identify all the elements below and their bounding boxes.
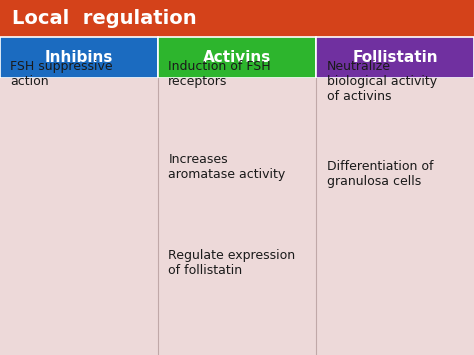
Text: Increases
aromatase activity: Increases aromatase activity xyxy=(168,153,285,181)
Text: Regulate expression
of follistatin: Regulate expression of follistatin xyxy=(168,248,295,277)
Text: Follistatin: Follistatin xyxy=(352,50,438,65)
Bar xyxy=(316,37,474,78)
Text: Local  regulation: Local regulation xyxy=(12,9,197,28)
Text: Inhibins: Inhibins xyxy=(45,50,113,65)
Bar xyxy=(0,37,158,78)
Text: Activins: Activins xyxy=(203,50,271,65)
Text: Differentiation of
granulosa cells: Differentiation of granulosa cells xyxy=(327,160,433,188)
Text: FSH suppressive
action: FSH suppressive action xyxy=(10,60,113,88)
Text: Induction of FSH
receptors: Induction of FSH receptors xyxy=(168,60,271,88)
Text: Neutralize
biological activity
of activins: Neutralize biological activity of activi… xyxy=(327,60,437,103)
Bar xyxy=(0,0,474,37)
Bar xyxy=(158,37,316,78)
Bar xyxy=(0,78,474,355)
